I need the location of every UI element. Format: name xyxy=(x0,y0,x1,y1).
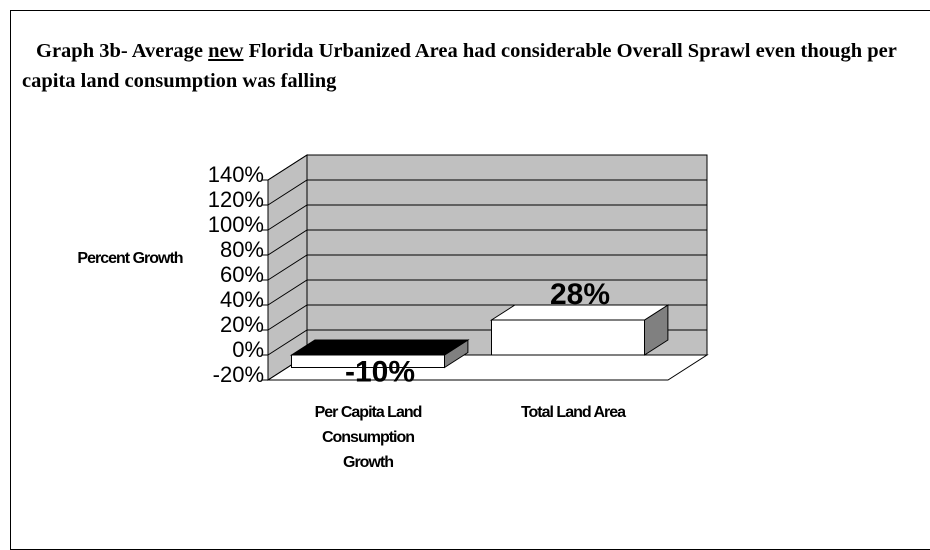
bar-top xyxy=(289,339,470,356)
grid-line xyxy=(267,229,707,256)
y-tick-label: 100% xyxy=(208,212,264,237)
value-label: 28% xyxy=(550,278,610,311)
value-label: -10% xyxy=(345,355,415,388)
title-part: Graph 3b- Average xyxy=(36,40,209,62)
bar xyxy=(291,354,445,368)
grid-line xyxy=(267,279,707,306)
chart: -20%0%20%40%60%80%100%120%140% -10% 28% xyxy=(208,154,709,388)
x-tick-label: Per Capita Land Consumption Growth xyxy=(314,404,423,471)
y-tick-label: 20% xyxy=(220,312,264,337)
y-tick-label: 40% xyxy=(220,287,264,312)
title-part: new xyxy=(208,40,244,62)
chart-title: Graph 3b- Average new Florida Urbanized … xyxy=(22,36,902,96)
bar xyxy=(491,319,645,356)
title-part: Florida Urbanized Area had considerable … xyxy=(22,40,902,92)
y-axis-label: Percent Growth xyxy=(77,250,183,267)
y-tick-label: 120% xyxy=(208,187,264,212)
y-tick-label: 60% xyxy=(220,262,264,287)
page: Graph 3b- Average new Florida Urbanized … xyxy=(10,10,930,550)
y-tick-label: 80% xyxy=(220,237,264,262)
grid-line xyxy=(267,254,707,281)
y-tick-label: 0% xyxy=(232,337,264,362)
x-tick-label: Total Land Area xyxy=(520,404,626,421)
grid-line xyxy=(267,154,707,181)
y-tick-label: -20% xyxy=(213,362,264,387)
grid-line xyxy=(267,179,707,206)
y-tick-label: 140% xyxy=(208,162,264,187)
grid-line xyxy=(267,204,707,231)
